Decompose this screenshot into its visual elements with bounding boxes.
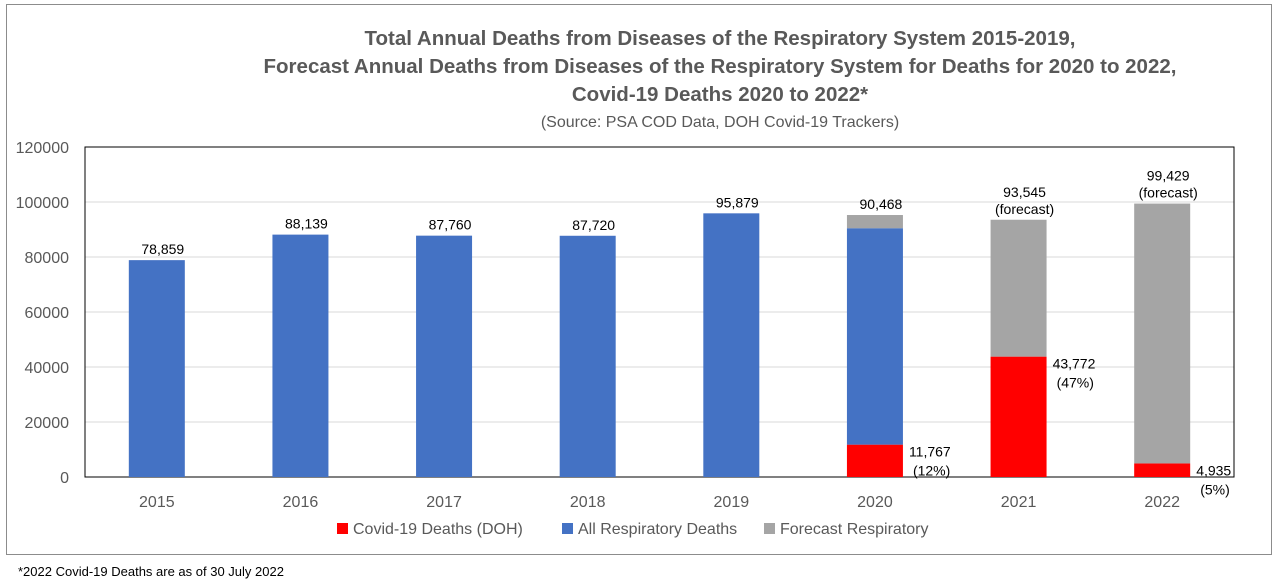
y-tick-label: 80000 bbox=[25, 250, 70, 267]
chart-frame: Total Annual Deaths from Diseases of the… bbox=[6, 4, 1272, 555]
title-line: Total Annual Deaths from Diseases of the… bbox=[365, 27, 1076, 50]
bars bbox=[128, 203, 1191, 477]
total-label: (forecast) bbox=[1139, 185, 1198, 201]
legend-label: Covid-19 Deaths (DOH) bbox=[353, 521, 523, 538]
covid-label: 11,767 bbox=[909, 444, 951, 460]
legend-label: All Respiratory Deaths bbox=[578, 521, 737, 538]
bar-2017-all-respiratory-deaths bbox=[416, 235, 473, 477]
legend-swatch bbox=[562, 523, 573, 534]
x-tick-label: 2020 bbox=[857, 494, 893, 511]
bar-2018-all-respiratory-deaths bbox=[559, 235, 616, 477]
bar-2021-covid-19-deaths-doh- bbox=[990, 356, 1047, 477]
x-tick-label: 2019 bbox=[714, 494, 750, 511]
chart-subtitle: (Source: PSA COD Data, DOH Covid-19 Trac… bbox=[541, 114, 899, 131]
bar-2022-covid-19-deaths-doh- bbox=[1134, 463, 1191, 477]
gridlines bbox=[84, 146, 1235, 478]
total-label: 93,545 bbox=[1003, 184, 1046, 200]
y-axis-ticks: 0 20000 40000 60000 80000 100000 120000 bbox=[16, 140, 69, 487]
y-tick-label: 60000 bbox=[25, 305, 70, 322]
bar-2016-all-respiratory-deaths bbox=[272, 234, 329, 477]
covid-label: 4,935 bbox=[1196, 462, 1231, 478]
y-tick-label: 0 bbox=[60, 470, 69, 487]
bar-2021-forecast-respiratory bbox=[990, 219, 1047, 357]
plot-area-border bbox=[84, 146, 1235, 478]
bar-2015-all-respiratory-deaths bbox=[128, 260, 185, 477]
data-labels: 78,859 88,139 87,760 87,720 95,879 90,468 93,5… bbox=[141, 168, 1231, 498]
total-label: 99,429 bbox=[1147, 168, 1190, 184]
x-tick-label: 2015 bbox=[139, 494, 175, 511]
total-label: 87,720 bbox=[572, 217, 615, 233]
x-tick-label: 2017 bbox=[426, 494, 462, 511]
covid-label: (5%) bbox=[1200, 481, 1230, 497]
x-tick-label: 2021 bbox=[1001, 494, 1037, 511]
footnote: *2022 Covid-19 Deaths are as of 30 July … bbox=[18, 564, 284, 579]
total-label: (forecast) bbox=[995, 201, 1054, 217]
x-tick-label: 2022 bbox=[1144, 494, 1180, 511]
x-tick-label: 2018 bbox=[570, 494, 606, 511]
legend-label: Forecast Respiratory bbox=[780, 521, 929, 538]
chart-svg: Total Annual Deaths from Diseases of the… bbox=[16, 27, 1235, 538]
covid-label: 43,772 bbox=[1053, 356, 1096, 372]
bar-2020-covid-19-deaths-doh- bbox=[846, 444, 903, 477]
legend-swatch bbox=[764, 523, 775, 534]
total-label: 87,760 bbox=[429, 217, 472, 233]
total-label: 88,139 bbox=[285, 216, 328, 232]
legend-swatch bbox=[337, 523, 348, 534]
chart-title: Total Annual Deaths from Diseases of the… bbox=[264, 27, 1177, 106]
legend: Covid-19 Deaths (DOH) All Respiratory Dea… bbox=[337, 521, 929, 538]
covid-label: (12%) bbox=[913, 463, 950, 479]
y-tick-label: 40000 bbox=[25, 360, 70, 377]
x-tick-label: 2016 bbox=[283, 494, 319, 511]
bar-2019-all-respiratory-deaths bbox=[703, 213, 760, 477]
bar-2020-all-respiratory-deaths bbox=[846, 228, 903, 445]
bar-2020-forecast-respiratory bbox=[846, 215, 903, 229]
y-tick-label: 100000 bbox=[16, 195, 69, 212]
title-line: Covid-19 Deaths 2020 to 2022* bbox=[572, 83, 868, 106]
x-axis-ticks: 2015 2016 2017 2018 2019 2020 2021 2022 bbox=[139, 494, 1180, 511]
bar-2022-forecast-respiratory bbox=[1134, 203, 1191, 464]
covid-label: (47%) bbox=[1057, 375, 1094, 391]
y-tick-label: 120000 bbox=[16, 140, 69, 157]
total-label: 95,879 bbox=[716, 194, 759, 210]
y-tick-label: 20000 bbox=[25, 415, 70, 432]
total-label: 78,859 bbox=[141, 241, 184, 257]
total-label: 90,468 bbox=[860, 196, 903, 212]
title-line: Forecast Annual Deaths from Diseases of … bbox=[264, 55, 1177, 78]
